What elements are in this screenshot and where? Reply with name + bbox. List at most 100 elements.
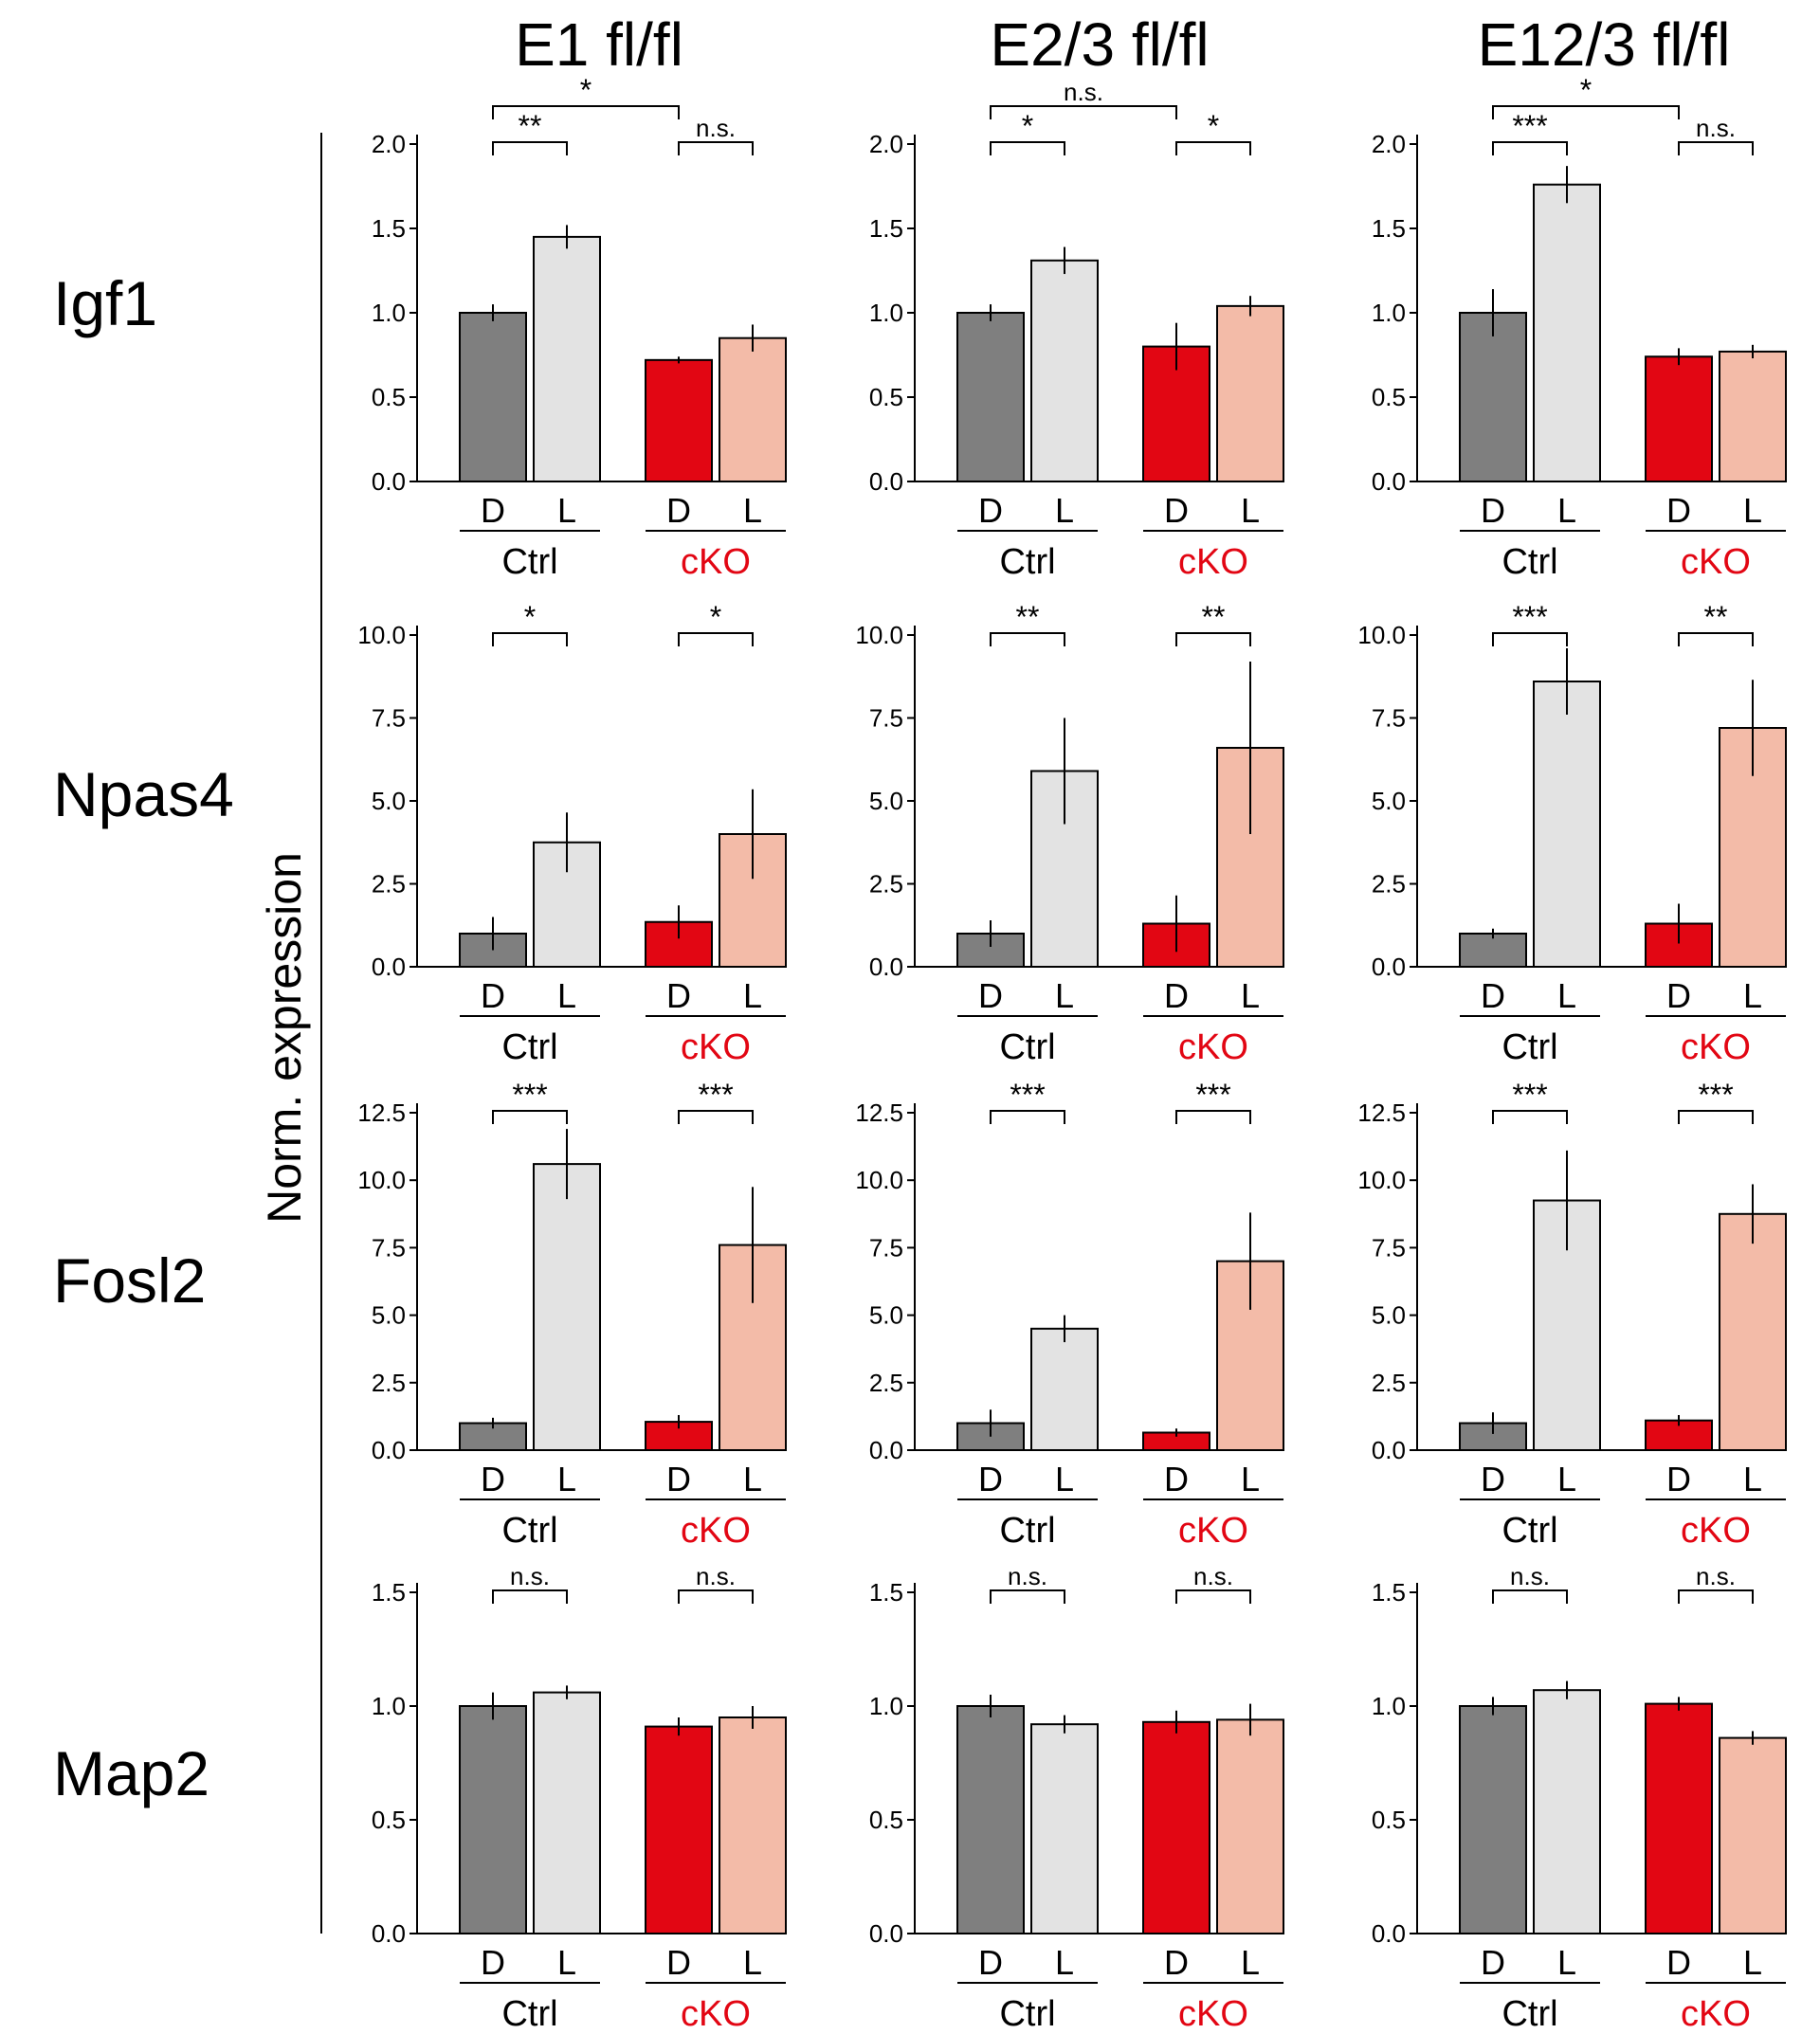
significance-bracket xyxy=(990,632,1065,646)
significance-bracket xyxy=(1678,1589,1754,1604)
significance-label: *** xyxy=(1698,1078,1733,1112)
x-tick-label: L xyxy=(1055,976,1074,1015)
significance-label: ** xyxy=(1704,600,1728,634)
y-tick-label: 2.5 xyxy=(372,1369,406,1397)
group-label-cko: cKO xyxy=(681,1511,751,1551)
x-tick-label: L xyxy=(1557,1943,1576,1982)
y-tick-label: 0.0 xyxy=(869,1436,903,1464)
significance-label: *** xyxy=(512,1078,547,1112)
x-tick-label: L xyxy=(557,976,576,1015)
y-tick-label: 1.0 xyxy=(372,1692,406,1720)
row-label-npas4: Npas4 xyxy=(53,759,234,829)
y-tick-label: 1.5 xyxy=(869,1578,903,1607)
x-tick-label: L xyxy=(1055,491,1074,530)
y-tick-label: 0.5 xyxy=(1372,383,1406,411)
y-tick-label: 0.5 xyxy=(869,383,903,411)
significance-bracket xyxy=(990,141,1065,155)
group-label-cko: cKO xyxy=(681,542,751,582)
x-tick-label: L xyxy=(1055,1943,1074,1982)
y-tick-label: 5.0 xyxy=(869,1301,903,1330)
bar-ctrl-l xyxy=(533,1691,601,1934)
significance-label: *** xyxy=(1010,1078,1045,1112)
y-tick-label: 2.5 xyxy=(1372,870,1406,899)
bar-ctrl-l xyxy=(1030,259,1099,482)
y-tick-label: 0.0 xyxy=(869,953,903,981)
significance-bracket xyxy=(1492,1589,1568,1604)
bar-cko-l xyxy=(1719,1736,1787,1934)
x-tick-label: D xyxy=(1164,1460,1189,1498)
y-tick-label: 1.5 xyxy=(372,214,406,243)
significance-label: * xyxy=(580,73,592,107)
bar-ctrl-d xyxy=(459,312,527,482)
bar-cko-l xyxy=(1719,350,1787,482)
y-tick-label: 5.0 xyxy=(869,787,903,815)
y-tick-label: 10.0 xyxy=(855,1166,903,1194)
y-tick-label: 7.5 xyxy=(1372,704,1406,733)
bar-ctrl-d xyxy=(1459,312,1527,482)
significance-label: ** xyxy=(519,109,542,143)
bar-ctrl-l xyxy=(533,235,601,482)
bar-ctrl-d xyxy=(956,1705,1025,1934)
significance-bracket xyxy=(1492,105,1680,119)
y-tick-label: 10.0 xyxy=(357,621,406,649)
significance-bracket xyxy=(492,1589,568,1604)
y-tick-label: 7.5 xyxy=(372,704,406,733)
y-tick-label: 1.5 xyxy=(1372,214,1406,243)
significance-label: * xyxy=(524,600,536,634)
bar-ctrl-l xyxy=(1533,1689,1601,1934)
group-label-cko: cKO xyxy=(1178,1511,1248,1551)
bar-ctrl-l xyxy=(1030,1723,1099,1934)
x-tick-label: L xyxy=(1743,491,1762,530)
significance-label: n.s. xyxy=(1696,1562,1736,1590)
significance-label: *** xyxy=(1195,1078,1230,1112)
y-tick-label: 2.5 xyxy=(1372,1369,1406,1397)
x-tick-label: L xyxy=(1241,491,1260,530)
x-tick-label: D xyxy=(481,491,505,530)
y-tick-label: 12.5 xyxy=(357,1099,406,1127)
y-tick-label: 10.0 xyxy=(1357,1166,1406,1194)
x-tick-label: L xyxy=(743,1943,762,1982)
y-tick-label: 7.5 xyxy=(869,1233,903,1262)
row-label-fosl2: Fosl2 xyxy=(53,1245,207,1316)
x-tick-label: D xyxy=(1164,1943,1189,1982)
group-label-cko: cKO xyxy=(681,1994,751,2034)
x-tick-label: L xyxy=(557,1460,576,1498)
y-tick-label: 2.5 xyxy=(372,870,406,899)
x-tick-label: D xyxy=(978,976,1003,1015)
y-tick-label: 0.5 xyxy=(372,1806,406,1834)
y-tick-label: 0.0 xyxy=(1372,953,1406,981)
bar-cko-d xyxy=(1645,355,1713,482)
group-label-cko: cKO xyxy=(1681,542,1751,582)
y-tick-label: 7.5 xyxy=(869,704,903,733)
y-tick-label: 0.5 xyxy=(372,383,406,411)
significance-label: * xyxy=(710,600,721,634)
x-tick-label: D xyxy=(666,491,691,530)
x-tick-label: L xyxy=(557,491,576,530)
significance-label: n.s. xyxy=(1510,1562,1550,1590)
significance-bracket xyxy=(1175,1589,1251,1604)
x-tick-label: L xyxy=(743,491,762,530)
group-label-ctrl: Ctrl xyxy=(501,1027,557,1067)
y-tick-label: 1.5 xyxy=(1372,1578,1406,1607)
significance-label: *** xyxy=(1512,109,1547,143)
bar-ctrl-d xyxy=(956,312,1025,482)
significance-label: n.s. xyxy=(1008,1562,1047,1590)
y-tick-label: 0.0 xyxy=(372,1919,406,1948)
x-tick-label: L xyxy=(557,1943,576,1982)
bar-cko-d xyxy=(645,358,713,482)
x-tick-label: D xyxy=(1666,1943,1691,1982)
y-tick-label: 7.5 xyxy=(372,1233,406,1262)
y-tick-label: 0.0 xyxy=(1372,1436,1406,1464)
bar-cko-l xyxy=(1216,1718,1284,1935)
significance-bracket xyxy=(1678,141,1754,155)
y-tick-label: 5.0 xyxy=(372,787,406,815)
x-tick-label: D xyxy=(481,1943,505,1982)
